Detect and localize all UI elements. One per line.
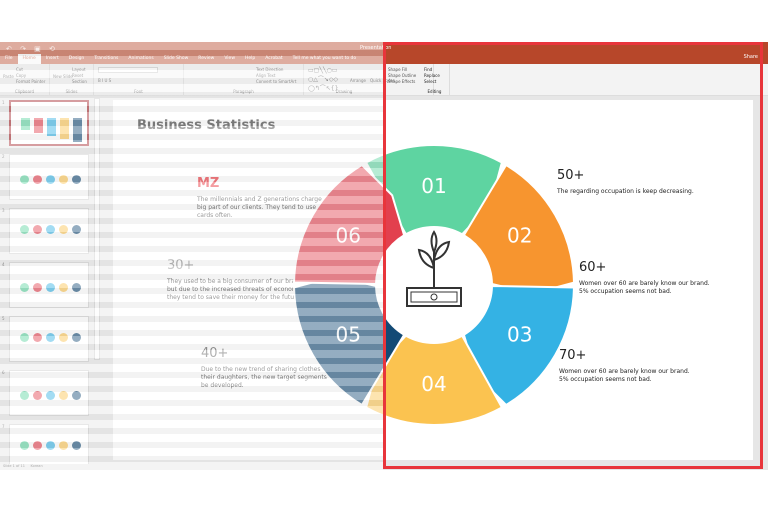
tab-design[interactable]: Design bbox=[68, 56, 85, 61]
segment-label: 05 bbox=[336, 323, 361, 347]
tab-home[interactable]: Home bbox=[17, 54, 41, 64]
slide-thumbnail[interactable] bbox=[9, 208, 89, 254]
section-button[interactable]: Section bbox=[72, 79, 87, 84]
thumbnail-number: 1 bbox=[2, 100, 5, 105]
segment-label: 04 bbox=[421, 372, 446, 396]
thumbnail-number: 5 bbox=[2, 316, 5, 321]
thumbnail-number: 4 bbox=[2, 262, 5, 267]
segment-label: 06 bbox=[336, 224, 361, 248]
new-slide-button[interactable]: New Slide bbox=[53, 74, 73, 79]
replace-button[interactable]: Replace bbox=[424, 73, 440, 78]
highlight-box bbox=[383, 42, 763, 469]
thumbnail-number: 2 bbox=[2, 154, 5, 159]
convert-smartart-button[interactable]: Convert to SmartArt bbox=[256, 79, 297, 84]
group-label: Editing bbox=[427, 89, 442, 94]
text-direction-button[interactable]: Text Direction bbox=[256, 67, 284, 72]
ribbon-tabs: File Home Insert Design Transitions Animation… bbox=[0, 54, 361, 64]
stat-heading: 30+ bbox=[167, 258, 195, 273]
tab-view[interactable]: View bbox=[224, 56, 236, 61]
tab-acrobat[interactable]: Acrobat bbox=[265, 56, 283, 61]
shape-effects-button[interactable]: Shape Effects bbox=[388, 79, 416, 84]
share-button[interactable]: Share bbox=[743, 54, 758, 60]
thumbnail-number: 7 bbox=[2, 424, 5, 429]
shape-fill-button[interactable]: Shape Fill bbox=[388, 67, 408, 72]
slide-counter: Slide 1 of 11 bbox=[3, 464, 25, 468]
cut-button[interactable]: Cut bbox=[16, 67, 23, 72]
slide-thumbnail[interactable] bbox=[9, 154, 89, 200]
segment-label: 01 bbox=[421, 174, 446, 198]
tell-me-search[interactable]: Tell me what you want to do bbox=[292, 56, 357, 61]
segment-label: 02 bbox=[507, 224, 532, 248]
thumbnail-scrollbar[interactable] bbox=[94, 98, 100, 360]
slide-title: Business Statistics bbox=[137, 118, 276, 133]
stat-heading: 50+ bbox=[557, 168, 585, 183]
tab-review[interactable]: Review bbox=[198, 56, 215, 61]
group-label: Slides bbox=[65, 89, 78, 94]
select-button[interactable]: Select bbox=[424, 79, 437, 84]
stat-heading: 70+ bbox=[559, 348, 587, 363]
stat-block: 50+ The regarding occupation is keep decr… bbox=[557, 168, 697, 196]
arrange-button[interactable]: Arrange bbox=[350, 78, 366, 83]
layout-button[interactable]: Layout bbox=[72, 67, 86, 72]
group-label: Drawing bbox=[335, 89, 353, 94]
tab-insert[interactable]: Insert bbox=[45, 56, 59, 61]
segment-03 bbox=[462, 284, 575, 407]
slide-thumbnail[interactable] bbox=[9, 100, 89, 146]
stat-text: The regarding occupation is keep decreas… bbox=[557, 188, 694, 195]
tab-animations[interactable]: Animations bbox=[128, 56, 154, 61]
stat-heading: 60+ bbox=[579, 260, 607, 275]
thumbnail-number: 3 bbox=[2, 208, 5, 213]
stat-block: 30+ They used to be a big consumer of our… bbox=[167, 258, 307, 302]
copy-button[interactable]: Copy bbox=[16, 73, 27, 78]
stat-text: They used to be a big consumer of our br… bbox=[167, 278, 305, 301]
reset-button[interactable]: Reset bbox=[72, 73, 84, 78]
group-label: Clipboard bbox=[14, 89, 35, 94]
align-text-button[interactable]: Align Text bbox=[256, 73, 276, 78]
segment-label: 03 bbox=[507, 323, 532, 347]
find-button[interactable]: Find bbox=[424, 67, 433, 72]
slide-thumbnail[interactable] bbox=[9, 316, 89, 362]
font-group: B I U S Font bbox=[94, 64, 184, 96]
tab-file[interactable]: File bbox=[5, 56, 13, 61]
clipboard-group: Paste Cut Copy Format Painter Clipboard bbox=[0, 64, 50, 96]
segment-01 bbox=[364, 144, 504, 236]
paragraph-group: Text Direction Align Text Convert to Sma… bbox=[184, 64, 304, 96]
slide-thumbnail[interactable] bbox=[9, 370, 89, 416]
group-label: Paragraph bbox=[233, 89, 254, 94]
slide-thumbnail[interactable] bbox=[9, 262, 89, 308]
slide-thumbnail-pane: 1 2 3 4 5 6 7 bbox=[0, 96, 100, 470]
paste-button[interactable]: Paste bbox=[3, 74, 14, 79]
stat-text: Women over 60 are barely know our brand.… bbox=[559, 368, 690, 383]
stat-block: 70+ Women over 60 are barely know our bra… bbox=[559, 348, 699, 384]
thumbnail-number: 6 bbox=[2, 370, 5, 375]
tab-help[interactable]: Help bbox=[245, 56, 256, 61]
shape-outline-button[interactable]: Shape Outline bbox=[388, 73, 417, 78]
slides-group: New Slide Layout Reset Section Slides bbox=[50, 64, 94, 96]
quick-access-toolbar[interactable]: ↶ ↷ ▣ ⟲ bbox=[6, 45, 58, 53]
group-label: Font bbox=[134, 89, 143, 94]
tab-slide-show[interactable]: Slide Show bbox=[163, 56, 189, 61]
segment-02 bbox=[462, 163, 575, 295]
font-name-input[interactable] bbox=[98, 67, 158, 73]
font-format-buttons[interactable]: B I U S bbox=[98, 78, 112, 83]
money-plant-icon bbox=[406, 230, 462, 307]
editing-group: Find Replace Select Editing bbox=[420, 64, 450, 96]
format-painter-button[interactable]: Format Painter bbox=[16, 79, 46, 84]
tab-transitions[interactable]: Transitions bbox=[94, 56, 119, 61]
stat-block: 60+ Women over 60 are barely know our bra… bbox=[579, 260, 719, 296]
language-indicator: Korean bbox=[30, 464, 43, 468]
stat-text: Women over 60 are barely know our brand.… bbox=[579, 280, 710, 295]
